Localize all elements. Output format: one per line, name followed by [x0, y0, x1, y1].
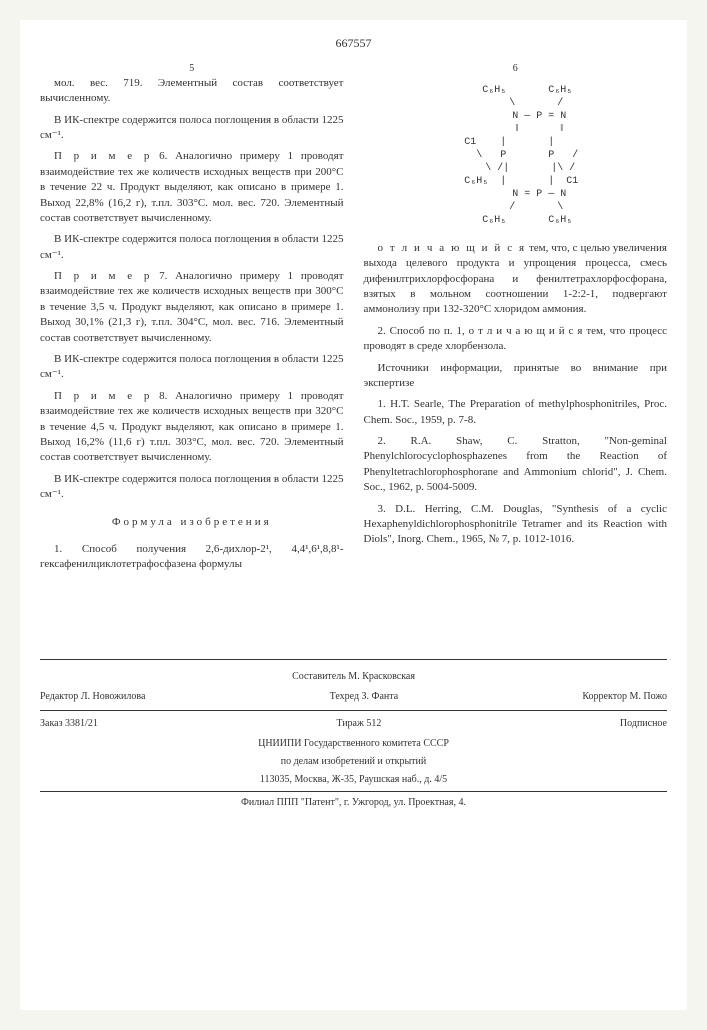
corrector-name: М. Пожо: [629, 691, 667, 702]
two-column-layout: 5 мол. вес. 719. Элементный состав соотв…: [40, 62, 667, 579]
paragraph: В ИК-спектре содержится полоса поглощени…: [40, 113, 344, 144]
org-line-1: ЦНИИПИ Государственного комитета СССР: [40, 737, 667, 751]
divider: [40, 791, 667, 792]
right-column: 6 C₆H₅ C₆H₅ \ / N — P = N ‖ ‖ C1 | | \ P…: [364, 62, 668, 579]
example-label: П р и м е р: [54, 390, 151, 402]
corrector-cell: Корректор М. Пожо: [582, 690, 667, 704]
paragraph: В ИК-спектре содержится полоса поглощени…: [40, 472, 344, 503]
compiler-name: М. Красковская: [348, 671, 415, 682]
example-number: 7.: [159, 270, 167, 282]
divider: [40, 710, 667, 711]
credits-row: Редактор Л. Новожилова Техред З. Фанта К…: [40, 688, 667, 706]
chemical-structure: C₆H₅ C₆H₅ \ / N — P = N ‖ ‖ C1 | | \ P P…: [364, 84, 668, 227]
tirazh: Тираж 512: [336, 717, 381, 731]
org-line-2: по делам изобретений и открытий: [40, 755, 667, 769]
page-container: 667557 5 мол. вес. 719. Элементный соста…: [20, 20, 687, 1010]
techred-name: З. Фанта: [362, 691, 399, 702]
order-row: Заказ 3381/21 Тираж 512 Подписное: [40, 715, 667, 733]
left-column: 5 мол. вес. 719. Элементный состав соотв…: [40, 62, 344, 579]
example-label: П р и м е р: [54, 150, 151, 162]
claim-paragraph: 1. Способ получения 2,6-дихлор-2¹, 4,4¹,…: [40, 542, 344, 573]
paragraph: мол. вес. 719. Элементный состав соответ…: [40, 76, 344, 107]
page-number-right: 6: [364, 62, 668, 76]
editor-cell: Редактор Л. Новожилова: [40, 690, 145, 704]
page-number-left: 5: [40, 62, 344, 76]
address-2: Филиал ППП "Патент", г. Ужгород, ул. Про…: [40, 796, 667, 810]
reference: 3. D.L. Herring, C.M. Douglas, "Synthesi…: [364, 502, 668, 548]
techred-label: Техред: [330, 691, 359, 702]
footer-block: Составитель М. Красковская Редактор Л. Н…: [40, 659, 667, 810]
paragraph: В ИК-спектре содержится полоса поглощени…: [40, 232, 344, 263]
reference: 2. R.A. Shaw, C. Stratton, "Non-geminal …: [364, 434, 668, 496]
address-1: 113035, Москва, Ж-35, Раушская наб., д. …: [40, 773, 667, 787]
distinguishing-label: о т л и ч а ю щ и й с я: [378, 242, 527, 254]
podpisnoe: Подписное: [620, 717, 667, 731]
sources-title: Источники информации, принятые во вниман…: [364, 361, 668, 392]
editor-name: Л. Новожилова: [81, 691, 146, 702]
example-number: 8.: [159, 390, 167, 402]
example-paragraph: П р и м е р 7. Аналогично примеру 1 пров…: [40, 269, 344, 346]
compiler-label: Составитель: [292, 671, 346, 682]
document-number: 667557: [40, 35, 667, 52]
example-paragraph: П р и м е р 8. Аналогично примеру 1 пров…: [40, 389, 344, 466]
example-paragraph: П р и м е р 6. Аналогично примеру 1 пров…: [40, 149, 344, 226]
editor-label: Редактор: [40, 691, 78, 702]
claim-paragraph: 2. Способ по п. 1, о т л и ч а ю щ и й с…: [364, 324, 668, 355]
paragraph: В ИК-спектре содержится полоса поглощени…: [40, 352, 344, 383]
compiler-row: Составитель М. Красковская: [40, 670, 667, 684]
example-label: П р и м е р: [54, 270, 151, 282]
corrector-label: Корректор: [582, 691, 627, 702]
reference: 1. H.T. Searle, The Preparation of methy…: [364, 397, 668, 428]
order-number: Заказ 3381/21: [40, 717, 98, 731]
formula-title: Формула изобретения: [40, 515, 344, 530]
techred-cell: Техред З. Фанта: [330, 690, 399, 704]
distinguishing-paragraph: о т л и ч а ю щ и й с я тем, что, с цель…: [364, 241, 668, 318]
example-number: 6.: [159, 150, 167, 162]
